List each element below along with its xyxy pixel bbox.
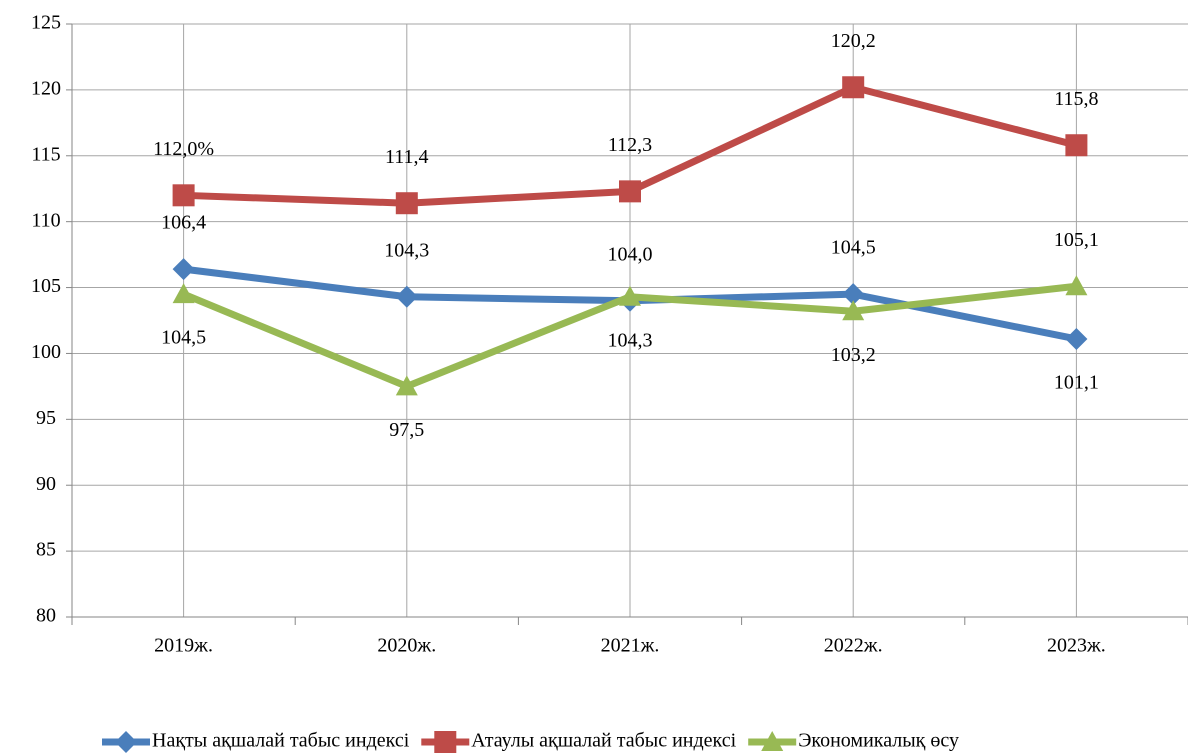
data-label: 111,4 xyxy=(385,146,429,168)
marker xyxy=(172,258,195,281)
marker xyxy=(434,731,457,753)
data-label: 106,4 xyxy=(161,212,206,234)
y-tick-label: 105 xyxy=(31,275,61,297)
marker xyxy=(172,283,195,304)
data-label: 112,3 xyxy=(608,134,652,156)
data-label: 105,1 xyxy=(1054,229,1099,251)
data-label: 115,8 xyxy=(1054,88,1098,110)
y-tick-label: 120 xyxy=(31,77,61,99)
marker xyxy=(1065,134,1088,157)
legend-label: Экономикалық өсу xyxy=(798,730,959,752)
marker xyxy=(761,731,784,751)
x-tick-label: 2020ж. xyxy=(377,635,436,657)
legend-label: Атаулы ақшалай табыс индексі xyxy=(471,730,736,752)
data-label: 120,2 xyxy=(831,30,876,52)
x-tick-label: 2021ж. xyxy=(601,635,660,657)
marker xyxy=(842,76,865,99)
legend: Нақты ақшалай табыс индексі Атаулы ақшала… xyxy=(102,730,959,753)
x-tick-label: 2022ж. xyxy=(824,635,883,657)
y-tick-label: 90 xyxy=(36,473,56,495)
data-label: 104,3 xyxy=(608,329,653,351)
marker xyxy=(619,285,641,306)
marker xyxy=(395,375,418,396)
data-label: 103,2 xyxy=(831,344,876,366)
y-tick-label: 115 xyxy=(31,143,60,165)
data-label: 101,1 xyxy=(1054,372,1099,394)
marker xyxy=(395,285,418,308)
y-tick-label: 125 xyxy=(31,12,61,34)
marker xyxy=(1065,275,1088,296)
y-tick-label: 100 xyxy=(31,341,61,363)
marker xyxy=(115,731,137,753)
x-tick-label: 2023ж. xyxy=(1047,635,1106,657)
data-label: 104,0 xyxy=(608,243,653,265)
marker xyxy=(1065,327,1088,350)
marker xyxy=(619,180,641,203)
y-tick-label: 110 xyxy=(31,209,60,231)
y-tick-label: 95 xyxy=(36,407,56,429)
y-tick-label: 85 xyxy=(36,539,56,561)
data-label: 104,5 xyxy=(831,237,876,259)
x-tick-label: 2019ж. xyxy=(154,635,213,657)
data-label: 104,5 xyxy=(161,327,206,349)
marker xyxy=(842,283,865,306)
data-label: 112,0% xyxy=(153,138,214,160)
y-tick-label: 80 xyxy=(36,605,56,627)
data-label: 104,3 xyxy=(384,239,429,261)
marker xyxy=(172,184,195,207)
legend-label: Нақты ақшалай табыс индексі xyxy=(152,730,410,752)
data-label: 97,5 xyxy=(389,419,424,441)
marker xyxy=(842,300,865,321)
marker xyxy=(395,192,418,215)
